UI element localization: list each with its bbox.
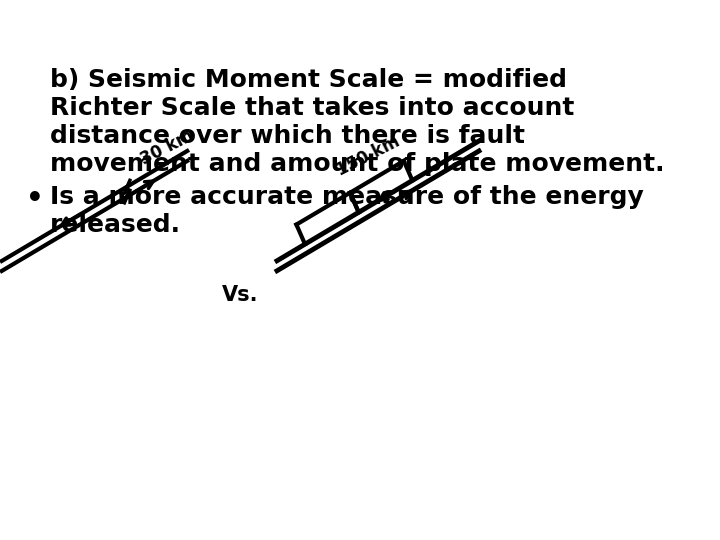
- Text: movement and amount of plate movement.: movement and amount of plate movement.: [50, 152, 665, 176]
- Text: 150 km: 150 km: [333, 133, 403, 180]
- Text: Is a more accurate measure of the energy: Is a more accurate measure of the energy: [50, 185, 644, 209]
- Text: 30 km: 30 km: [138, 126, 197, 168]
- Text: released.: released.: [50, 213, 181, 237]
- Text: Vs.: Vs.: [222, 285, 258, 305]
- Text: Richter Scale that takes into account: Richter Scale that takes into account: [50, 96, 575, 120]
- Text: •: •: [26, 185, 43, 213]
- Text: distance over which there is fault: distance over which there is fault: [50, 124, 525, 148]
- Text: b) Seismic Moment Scale = modified: b) Seismic Moment Scale = modified: [50, 68, 567, 92]
